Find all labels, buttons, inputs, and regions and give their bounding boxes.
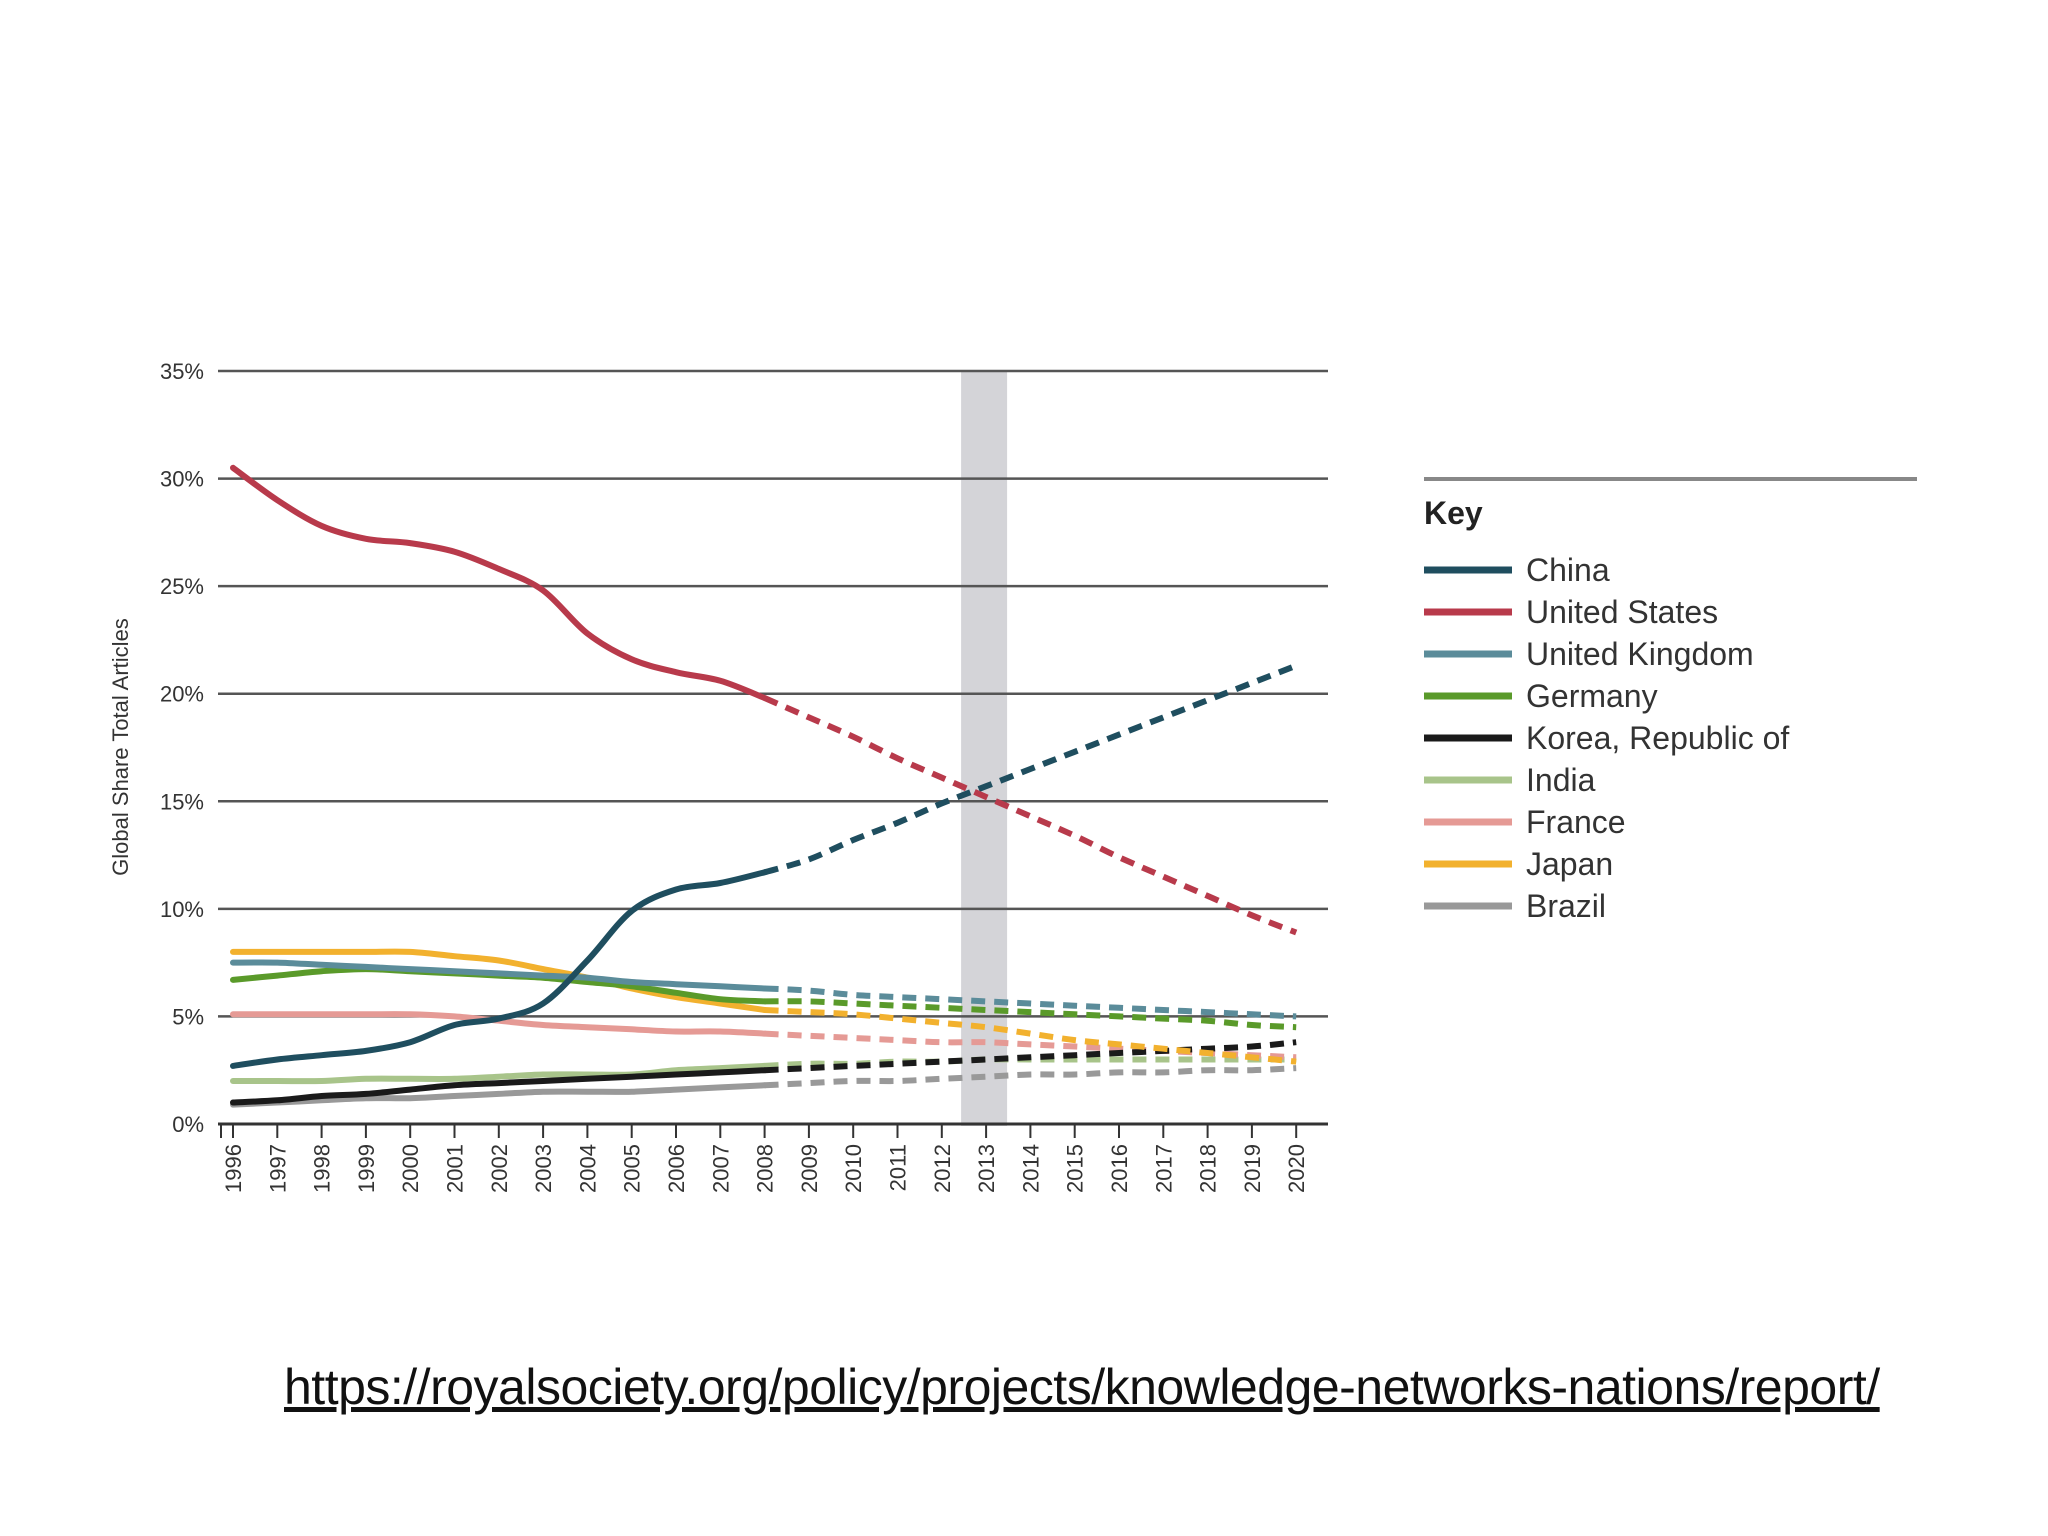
legend-label-korea-republic-of: Korea, Republic of (1526, 720, 1789, 756)
y-tick-label: 0% (172, 1112, 204, 1137)
legend-label-united-kingdom: United Kingdom (1526, 636, 1754, 672)
legend-label-brazil: Brazil (1526, 888, 1606, 924)
legend-label-china: China (1526, 552, 1610, 588)
x-tick-label: 2019 (1240, 1144, 1265, 1193)
x-tick-label: 2002 (487, 1144, 512, 1193)
series-projection-united-states (763, 695, 1298, 936)
y-tick-label: 5% (172, 1004, 204, 1029)
x-tick-label: 1998 (310, 1144, 335, 1193)
x-tick-label: 1996 (221, 1144, 246, 1193)
x-tick-label: 2001 (443, 1144, 468, 1193)
y-tick-label: 35% (160, 359, 204, 384)
x-tick-label: 1997 (265, 1144, 290, 1193)
x-axis: 1996 1997 1998 1999 2000 2001 2002 2003 2004 2005… (220, 1124, 1309, 1193)
x-tick-label: 1999 (354, 1144, 379, 1193)
y-tick-label: 25% (160, 574, 204, 599)
x-tick-label: 2006 (664, 1144, 689, 1193)
x-tick-label: 2015 (1063, 1144, 1088, 1193)
y-tick-label: 15% (160, 789, 204, 814)
x-tick-label: 2017 (1151, 1144, 1176, 1193)
y-axis-title: Global Share Total Articles (108, 618, 133, 876)
legend-title: Key (1424, 495, 1483, 531)
x-tick-label: 2016 (1107, 1144, 1132, 1193)
legend-label-united-states: United States (1526, 594, 1718, 630)
series-projection-france (764, 1030, 1297, 1061)
series-line-japan (230, 948, 768, 1013)
series-line-brazil (230, 1082, 768, 1108)
series-line-china (230, 869, 768, 1069)
series-projection-china (763, 662, 1298, 876)
legend: Key China United States United Kingdom Germ… (1424, 477, 1917, 924)
x-tick-label: 2018 (1196, 1144, 1221, 1193)
x-tick-label: 2004 (575, 1144, 600, 1193)
series-projection-germany (764, 998, 1297, 1031)
x-tick-label: 2007 (708, 1144, 733, 1193)
x-tick-label: 2003 (531, 1144, 556, 1193)
series-projection-brazil (764, 1065, 1297, 1089)
x-tick-label: 2012 (930, 1144, 955, 1193)
legend-label-france: France (1526, 804, 1626, 840)
x-tick-label: 2008 (753, 1144, 778, 1193)
x-tick-label: 2009 (797, 1144, 822, 1193)
x-tick-label: 2013 (974, 1144, 999, 1193)
source-link[interactable]: https://royalsociety.org/policy/projects… (284, 1359, 1880, 1415)
series-line-india (230, 1062, 768, 1085)
series-projection-korea-republic-of (764, 1039, 1297, 1074)
x-tick-label: 2020 (1284, 1144, 1309, 1193)
y-tick-label: 10% (160, 897, 204, 922)
x-tick-label: 2010 (841, 1144, 866, 1193)
x-tick-label: 2014 (1018, 1144, 1043, 1193)
series-line-united-states (230, 464, 768, 701)
y-axis-ticks: 0% 5% 10% 15% 20% 25% 30% 35% (160, 359, 204, 1137)
x-tick-label: 2000 (398, 1144, 423, 1193)
y-tick-label: 30% (160, 467, 204, 492)
series-line-korea-republic-of (230, 1067, 768, 1106)
y-tick-label: 20% (160, 682, 204, 707)
x-tick-label: 2011 (886, 1144, 911, 1191)
legend-label-japan: Japan (1526, 846, 1613, 882)
series-line-united-kingdom (230, 959, 768, 992)
series-projection-japan (764, 1006, 1297, 1065)
legend-label-germany: Germany (1526, 678, 1658, 714)
x-tick-label: 2005 (620, 1144, 645, 1193)
series-projection-united-kingdom (764, 985, 1297, 1020)
series-lines (230, 464, 1298, 1108)
legend-label-india: India (1526, 762, 1596, 798)
